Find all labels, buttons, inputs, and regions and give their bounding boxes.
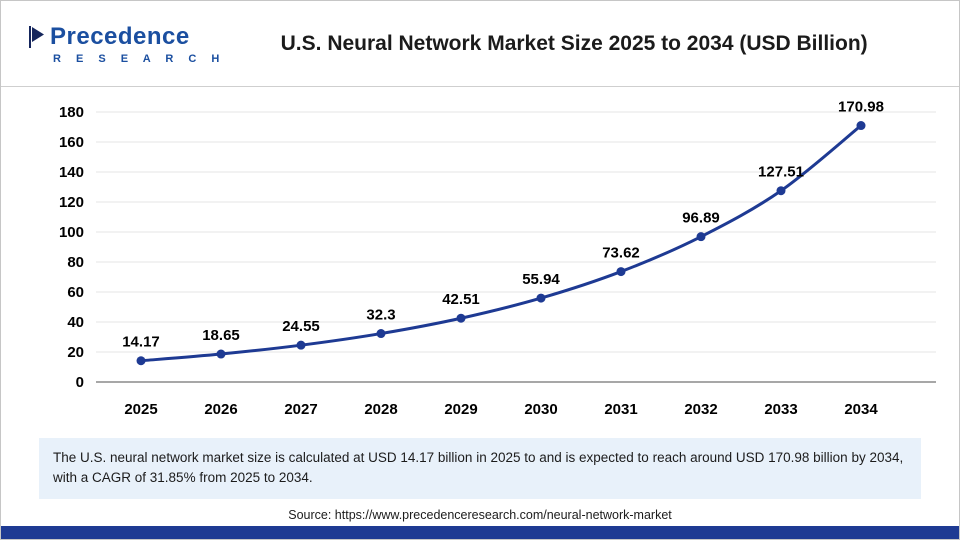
market-line-chart: 0 20 40 60 80 100 120 140 160 180 14.17 2025 18.65 20… [59,99,936,418]
data-point [856,121,866,131]
logo-triangle-icon [29,25,44,48]
source-text: Source: https://www.precedenceresearch.c… [288,507,672,522]
x-axis-label: 2027 [284,401,317,418]
data-point-label: 55.94 [522,271,560,288]
footer-bar [1,526,959,539]
data-point-label: 14.17 [122,334,160,351]
data-point-label: 18.65 [202,327,240,344]
y-tick-label: 100 [59,224,84,241]
market-trend-line [139,124,863,363]
note-box: The U.S. neural network market size is c… [39,438,921,499]
x-axis-label: 2031 [604,401,637,418]
y-tick-label: 40 [67,314,84,331]
x-axis-label: 2026 [204,401,237,418]
x-axis-label: 2028 [364,401,397,418]
data-point-label: 127.51 [758,164,804,181]
data-point [696,232,706,242]
data-point-label: 73.62 [602,245,640,262]
data-point [216,349,226,359]
y-tick-label: 160 [59,134,84,151]
chart-title: U.S. Neural Network Market Size 2025 to … [280,31,868,55]
y-tick-label: 60 [67,284,84,301]
x-axis-label: 2034 [844,401,878,418]
data-point [536,293,546,303]
y-tick-label: 140 [59,164,84,181]
data-point-label: 96.89 [682,210,720,227]
header: Precedence R E S E A R C H U.S. Neural N… [1,1,959,87]
y-tick-label: 0 [76,374,84,391]
note-text: The U.S. neural network market size is c… [53,450,904,486]
data-point [376,329,386,339]
precedence-logo: Precedence R E S E A R C H [27,23,225,65]
x-axis-label: 2030 [524,401,557,418]
data-point [776,186,786,196]
data-point-label: 32.3 [366,307,395,324]
x-axis-label: 2033 [764,401,797,418]
data-point-label: 42.51 [442,291,480,308]
x-axis-label: 2032 [684,401,717,418]
logo-text: Precedence [50,22,190,50]
data-point-label: 170.98 [838,99,884,116]
data-point [296,340,306,350]
x-axis-label: 2029 [444,401,477,418]
y-tick-label: 180 [59,104,84,121]
data-point [136,356,146,366]
data-point-label: 24.55 [282,318,320,335]
chart-area: 0 20 40 60 80 100 120 140 160 180 14.17 2025 18.65 20… [1,87,959,432]
logo-row: Precedence [27,23,190,51]
data-point [456,313,466,323]
y-tick-label: 120 [59,194,84,211]
logo-subtext: R E S E A R C H [53,52,226,65]
x-axis-label: 2025 [124,401,157,418]
data-point [616,267,626,277]
y-tick-label: 80 [67,254,84,271]
y-tick-label: 20 [67,344,84,361]
